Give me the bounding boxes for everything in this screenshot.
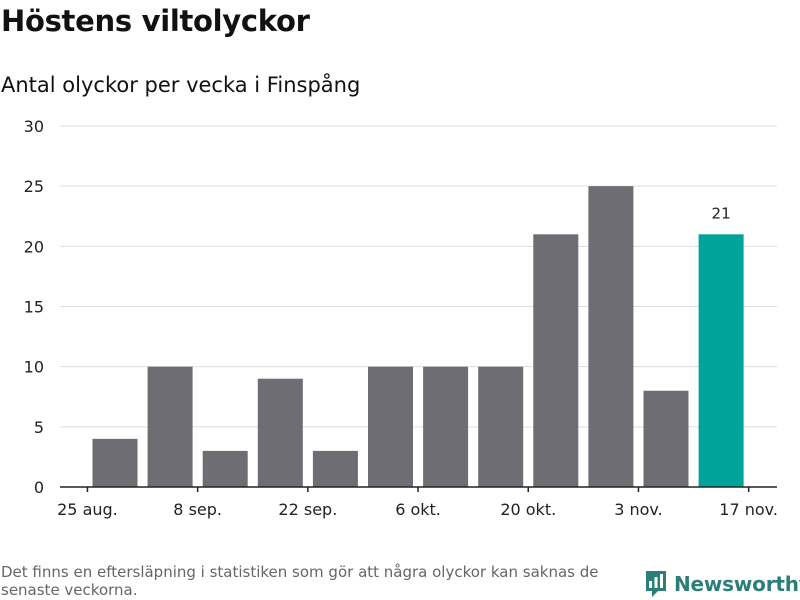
footnote: Det finns en eftersläpning i statistiken…	[1, 563, 599, 599]
bar	[147, 366, 193, 487]
newsworthy-icon	[646, 571, 666, 597]
bar	[257, 378, 303, 487]
bar-highlight	[698, 234, 744, 487]
x-tick-label: 22 sep.	[278, 500, 337, 519]
bar	[202, 450, 248, 487]
x-tick-label: 20 okt.	[500, 500, 556, 519]
bar	[312, 450, 358, 487]
bar-chart: 0 5 10 15 20 25 30 21 25 aug. 8 sep. 22 sep. 6 okt.…	[24, 117, 778, 519]
y-tick-label: 15	[24, 298, 44, 317]
x-tick-label: 17 nov.	[719, 500, 778, 519]
chart-title: Höstens viltolyckor	[1, 4, 310, 38]
bar	[423, 366, 469, 487]
bar	[588, 186, 634, 487]
bar	[92, 438, 138, 487]
bar	[478, 366, 524, 487]
bar	[533, 234, 579, 487]
chart-subtitle: Antal olyckor per vecka i Finspång	[1, 73, 361, 97]
bar	[368, 366, 413, 487]
y-tick-label: 25	[24, 177, 44, 196]
y-tick-label: 0	[34, 478, 44, 497]
brand-name: Newsworthy	[674, 572, 800, 596]
x-tick-label: 8 sep.	[173, 500, 222, 519]
newsworthy-logo: Newsworthy	[644, 569, 800, 599]
y-tick-label: 10	[24, 358, 44, 377]
y-tick-label: 30	[24, 117, 44, 136]
data-label: 21	[712, 204, 731, 222]
x-tick-label: 3 nov.	[614, 500, 663, 519]
x-tick-label: 25 aug.	[57, 500, 118, 519]
x-tick-label: 6 okt.	[395, 500, 441, 519]
y-tick-label: 5	[34, 418, 44, 437]
y-tick-label: 20	[24, 237, 44, 256]
bar	[643, 390, 689, 487]
